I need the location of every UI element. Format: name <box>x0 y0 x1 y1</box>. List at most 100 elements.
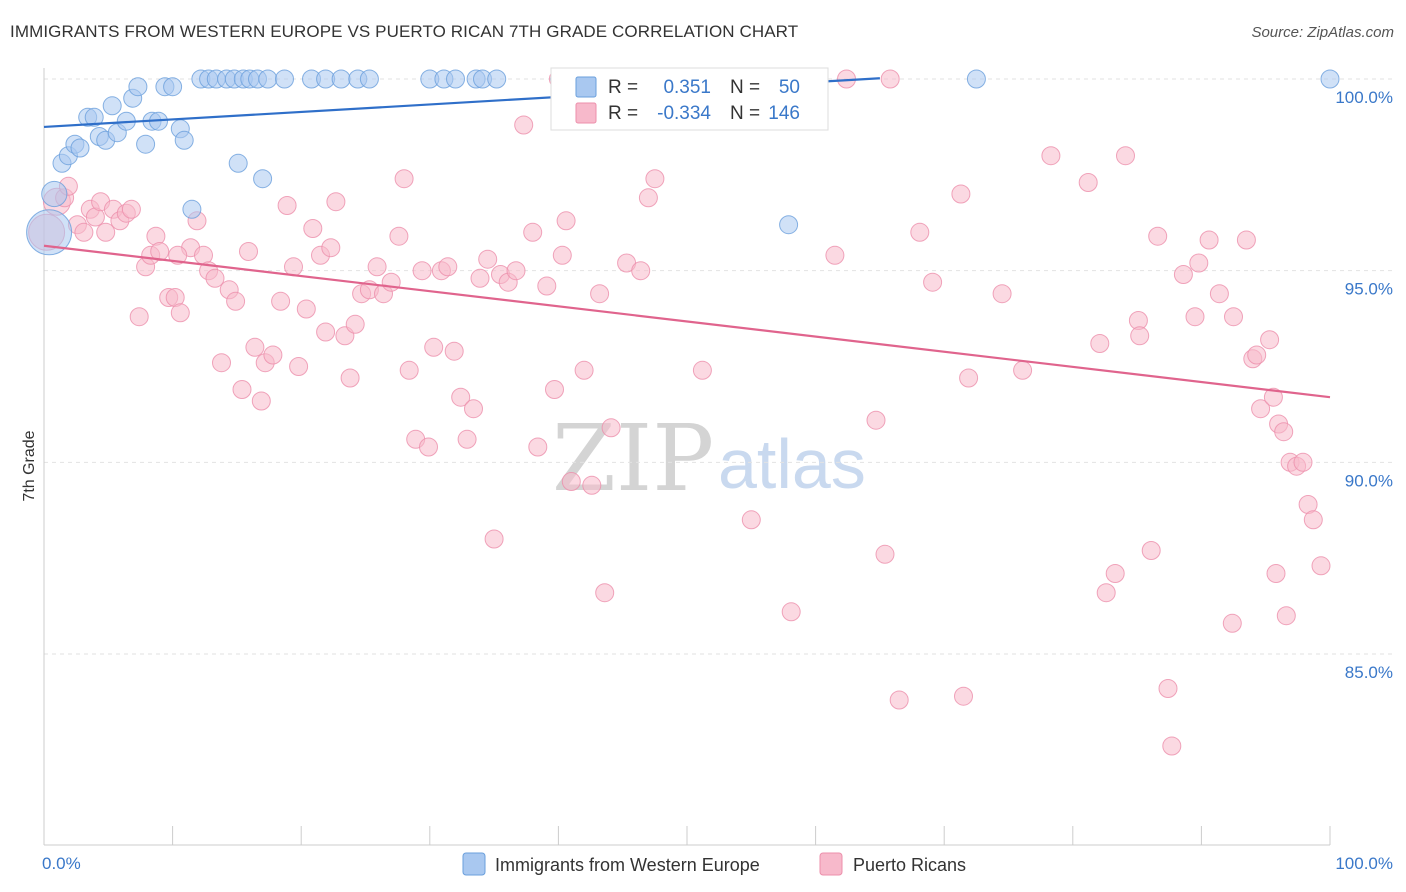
puerto-ricans-point-107 <box>1116 146 1135 166</box>
stats-legend-box <box>550 67 829 131</box>
puerto-ricans-point-136 <box>866 410 886 430</box>
x-tick-labels: 0.0% 100.0% <box>42 854 1393 873</box>
puerto-ricans-point-93 <box>825 245 845 265</box>
puerto-ricans-point-90 <box>692 360 712 380</box>
puerto-ricans-point-105 <box>1096 583 1116 603</box>
puerto-ricans-point-121 <box>1236 230 1256 250</box>
puerto-ricans-point-9 <box>96 222 116 242</box>
puerto-ricans-point-18 <box>150 242 170 261</box>
puerto-ricans-point-40 <box>296 299 316 319</box>
puerto-ricans-point-48 <box>345 314 365 334</box>
western-europe-points <box>26 69 1340 256</box>
puerto-ricans-point-116 <box>1189 253 1209 273</box>
puerto-ricans-point-112 <box>1158 679 1178 698</box>
x-tick-label-max: 100.0% <box>1335 854 1393 873</box>
puerto-ricans-point-128 <box>1274 422 1294 442</box>
puerto-ricans-point-102 <box>1041 146 1061 166</box>
legend-swatch-blue <box>575 76 597 98</box>
puerto-ricans-point-38 <box>284 257 303 277</box>
puerto-ricans-point-99 <box>959 368 979 388</box>
western-europe-point-45 <box>487 69 507 89</box>
puerto-ricans-point-97 <box>923 272 943 292</box>
puerto-ricans-point-67 <box>470 268 490 288</box>
puerto-ricans-point-115 <box>1185 307 1205 327</box>
western-europe-point-48 <box>966 69 986 89</box>
puerto-ricans-point-65 <box>457 429 477 449</box>
puerto-ricans-point-30 <box>232 380 252 399</box>
puerto-ricans-point-89 <box>645 169 665 189</box>
puerto-ricans-point-32 <box>245 337 265 357</box>
puerto-ricans-point-75 <box>528 437 548 457</box>
puerto-ricans-point-64 <box>451 387 471 407</box>
legend-n-value-blue: 50 <box>779 77 800 98</box>
puerto-ricans-point-94 <box>875 544 895 564</box>
western-europe-point-33 <box>258 69 278 89</box>
puerto-ricans-point-117 <box>1199 230 1219 250</box>
puerto-ricans-point-92 <box>781 602 801 622</box>
puerto-ricans-point-137 <box>951 184 971 204</box>
puerto-ricans-point-88 <box>638 188 658 208</box>
puerto-ricans-point-72 <box>506 261 526 281</box>
puerto-ricans-point-29 <box>226 291 246 311</box>
western-europe-point-5 <box>70 138 90 158</box>
puerto-ricans-point-100 <box>992 284 1012 304</box>
western-europe-point-42 <box>446 69 465 89</box>
puerto-ricans-point-109 <box>1130 326 1150 346</box>
puerto-ricans-point-84 <box>595 583 615 603</box>
puerto-ricans-point-73 <box>514 115 534 135</box>
puerto-ricans-point-53 <box>381 272 401 292</box>
x-tick-label-min: 0.0% <box>42 854 81 873</box>
western-europe-point-22 <box>182 199 202 219</box>
western-europe-point-37 <box>331 69 351 89</box>
puerto-ricans-point-14 <box>129 307 149 327</box>
western-europe-point-28 <box>228 153 248 173</box>
puerto-ricans-point-103 <box>1078 173 1098 192</box>
western-europe-point-49 <box>1320 69 1340 89</box>
western-europe-point-34 <box>275 69 294 89</box>
western-europe-point-10 <box>102 96 122 116</box>
series-legend: Immigrants from Western Europe Puerto Ri… <box>462 852 966 876</box>
puerto-ricans-point-134 <box>1311 556 1331 576</box>
puerto-ricans-point-87 <box>631 261 651 281</box>
puerto-ricans-point-120 <box>1224 307 1243 327</box>
puerto-ricans-point-135 <box>1266 564 1286 583</box>
puerto-ricans-point-60 <box>424 337 444 357</box>
puerto-ricans-point-37 <box>277 196 297 215</box>
puerto-ricans-point-138 <box>1276 606 1296 626</box>
western-europe-point-7 <box>84 107 104 127</box>
western-europe-point-21 <box>174 130 194 150</box>
y-tick-label-1: 95.0% <box>1345 280 1393 299</box>
puerto-ricans-point-76 <box>537 276 557 296</box>
chart-title: IMMIGRANTS FROM WESTERN EUROPE VS PUERTO… <box>10 22 799 41</box>
puerto-ricans-point-95 <box>889 690 909 710</box>
western-europe-point-32 <box>253 169 273 189</box>
watermark: ZIP atlas <box>552 405 866 512</box>
puerto-ricans-point-35 <box>263 345 283 365</box>
western-europe-point-39 <box>359 69 379 89</box>
legend-r-value-pink: -0.334 <box>657 103 711 124</box>
puerto-ricans-point-78 <box>552 245 572 265</box>
western-europe-point-15 <box>136 134 156 154</box>
puerto-ricans-point-91 <box>741 510 761 530</box>
legend-label-puerto-ricans: Puerto Ricans <box>853 855 966 875</box>
puerto-ricans-point-62 <box>438 257 458 277</box>
source-credit: Source: ZipAtlas.com <box>1251 24 1394 41</box>
legend-r-label-pink: R = <box>608 103 638 124</box>
puerto-ricans-points <box>28 69 1331 756</box>
puerto-ricans-point-111 <box>1148 226 1168 246</box>
puerto-ricans-point-139 <box>168 245 188 265</box>
puerto-ricans-point-36 <box>271 291 291 311</box>
watermark-zip: ZIP <box>552 405 714 512</box>
puerto-ricans-point-96 <box>910 222 930 242</box>
puerto-ricans-point-110 <box>1141 541 1161 560</box>
puerto-ricans-point-83 <box>590 284 610 304</box>
puerto-ricans-point-98 <box>954 686 973 706</box>
legend-r-label-blue: R = <box>608 77 638 98</box>
y-tick-labels: 100.0% 95.0% 90.0% 85.0% <box>1335 88 1393 682</box>
puerto-ricans-point-106 <box>1105 564 1125 583</box>
puerto-ricans-point-21 <box>170 303 190 323</box>
puerto-ricans-point-69 <box>484 529 504 549</box>
puerto-ricans-point-66 <box>464 399 483 419</box>
puerto-ricans-point-56 <box>399 360 419 380</box>
